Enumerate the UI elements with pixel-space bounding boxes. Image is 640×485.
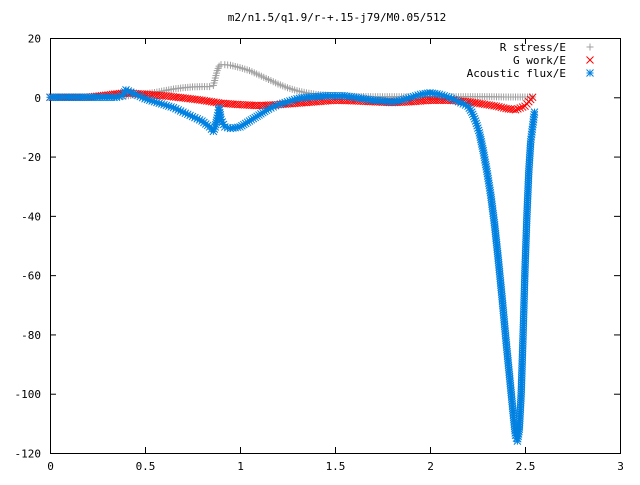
x-tick-label: 2.5 [516,460,536,473]
y-tick-label: 0 [34,92,41,105]
x-tick-label: 3 [617,460,624,473]
y-tick-label: -40 [21,210,41,223]
legend-label: Acoustic flux/E [467,67,566,80]
legend-label: G work/E [513,54,566,67]
data-point [518,103,527,111]
data-point [516,104,525,112]
data-point [497,103,506,112]
y-tick-label: -120 [15,448,42,461]
data-point [530,108,539,116]
data-point [514,104,522,113]
data-point [206,83,214,91]
legend-marker [586,56,594,64]
y-tick-label: -60 [21,270,41,283]
y-tick-label: -80 [21,329,41,342]
y-tick-label: -100 [15,388,42,401]
x-tick-label: 1 [237,460,244,473]
data-point [495,102,503,111]
y-tick-label: 20 [28,33,41,46]
axis-ticks: 0 0.5 1 1.5 2 2.5 3 20 0 -20 -40 -60 -80 -100 -120 [15,33,624,474]
chart-title: m2/n1.5/q1.9/r-+.15-j79/M0.05/512 [228,11,447,24]
x-tick-label: 0 [47,460,54,473]
x-tick-label: 1.5 [326,460,346,473]
data-point [511,105,520,114]
legend-marker [586,43,594,51]
series-2 [46,86,539,445]
x-tick-label: 0.5 [136,460,156,473]
data-marks [46,61,539,445]
data-point [499,104,508,112]
legend-marker [586,69,594,77]
data-point [243,118,252,127]
y-tick-label: -20 [21,151,41,164]
data-point [528,93,537,102]
data-point [490,101,498,110]
x-tick-label: 2 [427,460,434,473]
legend-label: R stress/E [500,41,566,54]
data-point [492,102,501,111]
